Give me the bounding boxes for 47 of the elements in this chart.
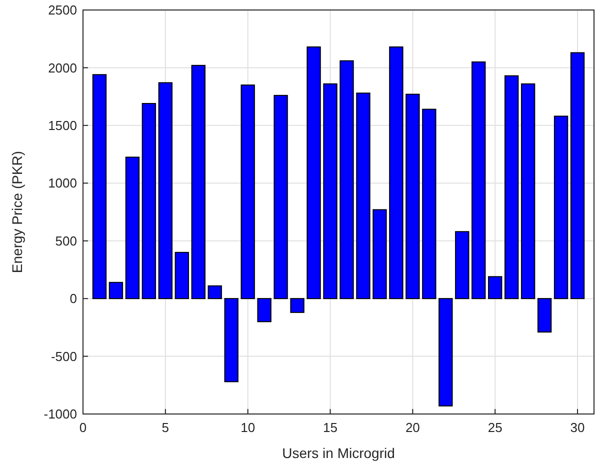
x-tick-label: 20 [405,420,420,435]
x-tick-label: 25 [488,420,502,435]
bar [340,60,354,300]
bar [306,46,321,300]
bar [472,61,486,300]
bar [174,252,189,300]
y-axis-title: Energy Price (PKR) [9,150,25,274]
bar [125,156,140,300]
bar [372,209,387,300]
bar [274,94,288,300]
bar [356,92,370,300]
y-tick-label: 0 [70,291,77,306]
x-tick-label: 5 [162,420,170,435]
bar [389,46,404,300]
x-tick-label: 10 [240,420,256,435]
bar [406,94,420,300]
bar [108,282,124,300]
bar [224,298,238,382]
bar [323,83,338,300]
y-tick-label: 1500 [48,118,77,133]
bar [208,285,222,300]
y-tick-label: 1000 [48,176,77,191]
bar [191,64,206,300]
bar [537,298,552,333]
x-tick-label: 15 [323,420,338,435]
bar [455,231,470,300]
x-tick-label: 0 [79,420,87,435]
bar [438,298,453,406]
bar [504,75,519,300]
bar [554,116,568,300]
y-tick-label: 500 [55,233,77,248]
x-axis-title: Users in Microgrid [282,445,395,461]
x-tick-label: 30 [570,420,585,435]
y-tick-label: 2000 [48,60,77,76]
y-tick-label: -1000 [44,406,77,422]
bar [422,108,436,300]
bar [92,74,107,300]
bar [158,82,173,300]
bar [257,298,272,322]
bar [520,83,536,300]
bar [290,298,304,313]
bar [240,84,255,300]
bar [142,102,156,300]
bar [488,276,502,300]
y-tick-label: -500 [50,348,77,364]
bar [570,52,585,300]
y-tick-label: 2500 [48,2,77,18]
